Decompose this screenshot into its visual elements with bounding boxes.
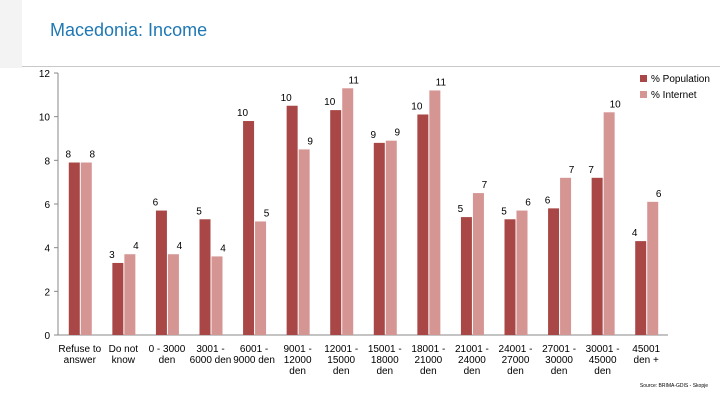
bar-data-label: 4 xyxy=(133,241,139,252)
y-tick-label: 10 xyxy=(39,113,51,124)
legend-swatch xyxy=(640,75,647,82)
bar-population xyxy=(286,105,298,335)
x-category-label: Refuse to answer xyxy=(58,344,101,366)
page-title: Macedonia: Income xyxy=(50,20,208,40)
bar-data-label: 6 xyxy=(545,195,551,206)
bar-data-label: 7 xyxy=(482,180,488,191)
bar-internet xyxy=(211,256,223,335)
bar-labels-group: 8 8 3 4 6 4 5 4 10 5 10 9 10 11 9 9 10 11 5 7 5 6 6 7 7 10 4 6 xyxy=(66,75,662,261)
bar-data-label: 10 xyxy=(324,97,336,108)
bar-data-label: 5 xyxy=(458,204,464,215)
bar-population xyxy=(591,177,603,335)
bar-data-label: 10 xyxy=(237,108,249,119)
y-tick-label: 4 xyxy=(44,244,50,255)
bar-population xyxy=(504,219,516,335)
x-category-label: 9001 -12000 den xyxy=(283,344,312,377)
bar-data-label: 6 xyxy=(153,198,159,209)
bar-data-label: 9 xyxy=(395,128,401,139)
source-note: Source: BRIMA-GDIS - Skopje xyxy=(640,383,708,389)
bar-population xyxy=(155,210,167,335)
bar-data-label: 9 xyxy=(307,136,313,147)
bar-data-label: 7 xyxy=(569,165,575,176)
bar-internet xyxy=(80,162,92,335)
bar-data-label: 4 xyxy=(632,228,638,239)
bar-data-label: 8 xyxy=(66,150,72,161)
x-category-label: 18001 -21000 den xyxy=(411,344,445,377)
title-divider xyxy=(22,66,720,67)
bar-internet xyxy=(429,90,441,335)
bar-data-label: 10 xyxy=(281,93,293,104)
bar-population xyxy=(243,121,255,336)
bar-data-label: 5 xyxy=(264,208,270,219)
y-tick-label: 8 xyxy=(44,156,50,167)
x-category-label: 6001 -9000 den xyxy=(233,344,275,366)
bar-population xyxy=(68,162,80,335)
y-tick-label: 6 xyxy=(44,200,50,211)
bar-internet xyxy=(647,201,659,335)
x-category-label: 24001 -27000 den xyxy=(499,344,533,377)
x-category-label: 45001 den + xyxy=(632,344,660,366)
chart-legend: % Population % Internet xyxy=(640,74,710,101)
bar-internet xyxy=(560,177,572,335)
x-category-label: Do not know xyxy=(109,344,139,366)
left-accent-strip xyxy=(0,0,22,68)
bar-data-label: 6 xyxy=(656,189,662,200)
bar-data-label: 3 xyxy=(109,250,115,261)
bar-population xyxy=(373,142,385,335)
bar-data-label: 5 xyxy=(196,206,202,217)
bar-population xyxy=(460,217,472,335)
legend-swatch xyxy=(640,91,647,98)
bar-population xyxy=(635,241,647,335)
x-category-label: 12001 -15000 den xyxy=(324,344,358,377)
bar-data-label: 7 xyxy=(588,165,594,176)
bar-data-label: 10 xyxy=(610,99,622,110)
x-category-label: 0 - 3000 den xyxy=(149,344,186,366)
y-tick-label: 0 xyxy=(44,331,50,342)
bar-internet xyxy=(298,149,310,335)
bar-data-label: 11 xyxy=(349,75,360,86)
bars-group xyxy=(68,88,659,336)
bar-population xyxy=(112,262,124,335)
bar-internet xyxy=(255,221,267,335)
bar-internet xyxy=(342,88,354,336)
bar-internet xyxy=(167,254,179,335)
bar-data-label: 9 xyxy=(371,130,377,141)
bar-data-label: 5 xyxy=(501,206,507,217)
bar-data-label: 11 xyxy=(436,77,447,88)
x-category-label: 27001 -30000 den xyxy=(542,344,576,377)
x-category-label: 21001 -24000 den xyxy=(455,344,489,377)
bar-population xyxy=(199,219,211,335)
legend-label: % Internet xyxy=(651,90,697,101)
bar-data-label: 10 xyxy=(411,101,423,112)
x-category-label: 15001 -18000 den xyxy=(368,344,402,377)
x-category-label: 30001 -45000 den xyxy=(586,344,620,377)
bar-internet xyxy=(603,112,615,335)
bar-population xyxy=(330,110,342,335)
bar-internet xyxy=(516,210,528,335)
legend-label: % Population xyxy=(651,74,710,85)
y-tick-label: 2 xyxy=(44,287,50,298)
bar-internet xyxy=(124,254,136,335)
bar-internet xyxy=(385,140,397,335)
y-tick-label: 12 xyxy=(39,69,51,80)
bar-data-label: 6 xyxy=(525,198,531,209)
bar-data-label: 4 xyxy=(220,243,226,254)
x-axis-labels: Refuse to answer Do not know 0 - 3000 den3001… xyxy=(58,344,660,377)
bar-population xyxy=(417,114,429,335)
x-category-label: 3001 -6000 den xyxy=(190,344,232,366)
bar-data-label: 4 xyxy=(177,241,183,252)
bar-internet xyxy=(472,193,484,335)
bar-data-label: 8 xyxy=(90,150,96,161)
bar-population xyxy=(548,208,560,335)
